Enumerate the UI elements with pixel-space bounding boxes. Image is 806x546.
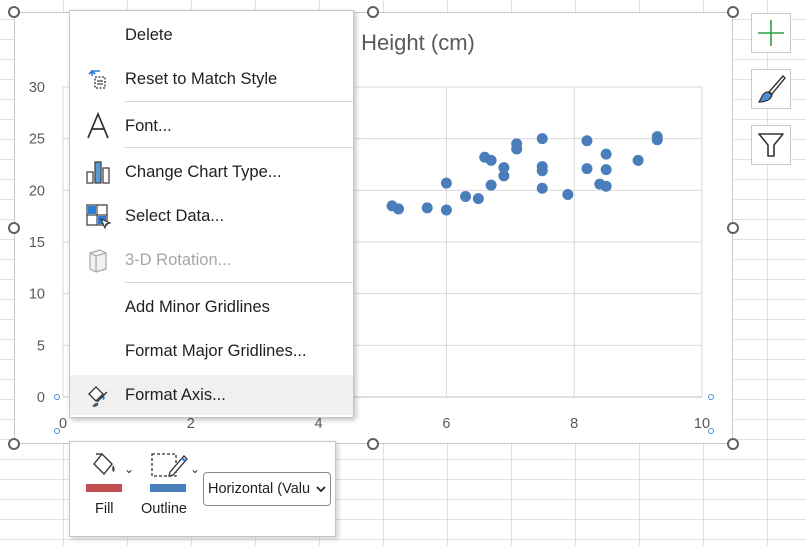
menu-label-format-axis: Format Axis... <box>125 385 226 404</box>
data-point <box>498 162 510 174</box>
outline-button[interactable]: ⌄ <box>150 448 200 498</box>
x-tick-label: 4 <box>315 416 323 432</box>
chart-handle-bottom-right[interactable] <box>727 438 739 450</box>
menu-label-3d-rotation: 3-D Rotation... <box>125 250 232 269</box>
data-point <box>485 154 497 166</box>
menu-label-format-major-gridlines: Format Major Gridlines... <box>125 341 307 360</box>
chart-handle-bottom-center[interactable] <box>367 438 379 450</box>
data-point <box>632 154 644 166</box>
data-point <box>392 203 404 215</box>
chevron-down-icon <box>316 486 326 493</box>
menu-label-delete: Delete <box>125 25 173 44</box>
chart-handle-top-left[interactable] <box>8 6 20 18</box>
axis-selection-handle <box>708 394 714 400</box>
x-tick-label: 8 <box>570 416 578 432</box>
data-point <box>600 148 612 160</box>
paint-bucket-icon <box>93 452 115 476</box>
context-menu: Delete Reset to Match Style Font... <box>69 10 354 418</box>
chart-filters-button[interactable] <box>751 125 791 165</box>
data-point <box>485 179 497 191</box>
data-point <box>440 204 452 216</box>
chart-elements-button[interactable] <box>751 13 791 53</box>
chart-handle-middle-right[interactable] <box>727 222 739 234</box>
chart-element-selector-value: Horizontal (Valu <box>208 481 311 497</box>
menu-item-3d-rotation: 3-D Rotation... <box>70 240 353 280</box>
menu-item-delete[interactable]: Delete <box>70 15 353 55</box>
menu-item-font[interactable]: Font... <box>70 106 353 146</box>
menu-icon-slot <box>70 15 125 55</box>
font-icon <box>86 112 109 139</box>
filter-icon <box>758 133 784 157</box>
data-point <box>562 188 574 200</box>
outline-dropdown-icon[interactable]: ⌄ <box>190 462 201 476</box>
data-point <box>600 180 612 192</box>
chart-handle-top-center[interactable] <box>367 6 379 18</box>
y-tick-label: 15 <box>29 235 45 251</box>
data-point <box>472 193 484 205</box>
menu-item-reset-style[interactable]: Reset to Match Style <box>70 59 353 99</box>
menu-item-format-major-gridlines[interactable]: Format Major Gridlines... <box>70 331 353 371</box>
chart-handle-middle-left[interactable] <box>8 222 20 234</box>
axis-selection-handle <box>54 428 60 434</box>
reset-style-icon <box>87 69 106 89</box>
x-tick-label: 6 <box>442 416 450 432</box>
data-point <box>536 133 548 145</box>
data-point <box>581 163 593 175</box>
chart-handle-top-right[interactable] <box>727 6 739 18</box>
x-tick-label: 10 <box>694 416 710 432</box>
data-point <box>460 191 472 203</box>
menu-item-add-minor-gridlines[interactable]: Add Minor Gridlines <box>70 287 353 327</box>
menu-label-add-minor-gridlines: Add Minor Gridlines <box>125 297 270 316</box>
fill-label: Fill <box>95 501 114 517</box>
fill-color-swatch <box>86 484 122 492</box>
fill-dropdown-icon[interactable]: ⌄ <box>124 462 135 476</box>
plus-icon <box>758 20 784 46</box>
menu-label-reset-style: Reset to Match Style <box>125 69 278 88</box>
select-data-icon <box>85 204 111 229</box>
chart-title[interactable]: Height (cm) <box>361 30 475 55</box>
menu-item-change-chart-type[interactable]: Change Chart Type... <box>70 152 353 192</box>
menu-separator <box>125 147 353 148</box>
y-tick-label: 5 <box>37 338 45 354</box>
data-point <box>440 177 452 189</box>
menu-separator <box>125 282 353 283</box>
data-point <box>536 182 548 194</box>
data-point <box>651 134 663 146</box>
format-axis-icon <box>87 386 107 407</box>
data-point <box>581 135 593 147</box>
y-tick-label: 20 <box>29 183 45 199</box>
mini-toolbar: ⌄ Fill ⌄ Outline Horizontal (Valu <box>69 441 336 537</box>
pen-outline-icon <box>151 453 188 477</box>
chart-handle-bottom-left[interactable] <box>8 438 20 450</box>
y-tick-label: 10 <box>29 287 45 303</box>
fill-button[interactable]: ⌄ <box>86 448 136 498</box>
chart-styles-button[interactable] <box>751 69 791 109</box>
data-point <box>536 165 548 177</box>
y-tick-label: 0 <box>37 390 45 406</box>
rotation-3d-icon <box>88 249 107 273</box>
y-tick-label: 30 <box>29 80 45 96</box>
axis-selection-handle <box>54 394 60 400</box>
chart-element-selector[interactable]: Horizontal (Valu <box>203 472 331 506</box>
x-tick-label: 0 <box>59 416 67 432</box>
menu-label-font: Font... <box>125 116 172 135</box>
outline-label: Outline <box>141 501 187 517</box>
data-point <box>421 202 433 214</box>
axis-selection-handle <box>708 428 714 434</box>
data-point <box>511 143 523 155</box>
x-tick-label: 2 <box>187 416 195 432</box>
paintbrush-icon <box>757 74 786 103</box>
chart-type-icon <box>85 161 110 184</box>
menu-label-select-data: Select Data... <box>125 206 225 225</box>
data-point <box>600 164 612 176</box>
outline-color-swatch <box>150 484 186 492</box>
menu-item-format-axis[interactable]: Format Axis... <box>70 375 353 415</box>
y-tick-label: 25 <box>29 132 45 148</box>
menu-item-select-data[interactable]: Select Data... <box>70 196 353 236</box>
menu-separator <box>125 101 353 102</box>
data-point <box>498 170 510 182</box>
menu-label-change-chart-type: Change Chart Type... <box>125 162 282 181</box>
